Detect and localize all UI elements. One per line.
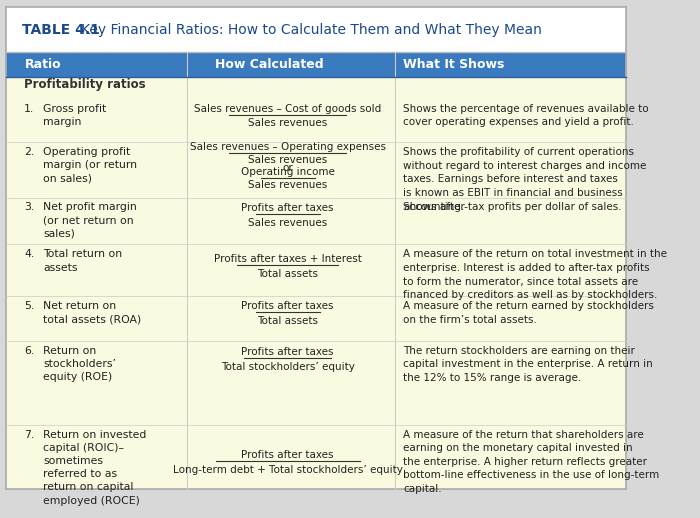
- Text: Profits after taxes + Interest: Profits after taxes + Interest: [214, 254, 362, 264]
- Text: Profits after taxes: Profits after taxes: [241, 347, 334, 357]
- Text: 1.: 1.: [24, 104, 34, 114]
- Text: 7.: 7.: [24, 429, 34, 440]
- Text: Return on invested
capital (ROIC)–
sometimes
referred to as
return on capital
em: Return on invested capital (ROIC)– somet…: [43, 429, 146, 506]
- Text: Sales revenues – Cost of goods sold: Sales revenues – Cost of goods sold: [194, 104, 382, 113]
- FancyBboxPatch shape: [6, 7, 626, 52]
- Text: Return on
stockholders’
equity (ROE): Return on stockholders’ equity (ROE): [43, 346, 116, 382]
- Text: Key Financial Ratios: How to Calculate Them and What They Mean: Key Financial Ratios: How to Calculate T…: [68, 23, 542, 37]
- Text: Net profit margin
(or net return on
sales): Net profit margin (or net return on sale…: [43, 203, 136, 239]
- Text: Long-term debt + Total stockholders’ equity: Long-term debt + Total stockholders’ equ…: [173, 465, 402, 474]
- Text: TABLE 4.1: TABLE 4.1: [22, 23, 100, 37]
- Text: Shows the profitability of current operations
without regard to interest charges: Shows the profitability of current opera…: [403, 147, 647, 211]
- Text: Gross profit
margin: Gross profit margin: [43, 104, 106, 127]
- Text: Operating income: Operating income: [241, 167, 335, 177]
- Text: 5.: 5.: [24, 301, 34, 311]
- Text: A measure of the return on total investment in the
enterprise. Interest is added: A measure of the return on total investm…: [403, 249, 668, 300]
- Text: Total assets: Total assets: [257, 269, 318, 279]
- Text: Shows the percentage of revenues available to
cover operating expenses and yield: Shows the percentage of revenues availab…: [403, 104, 649, 127]
- Text: How Calculated: How Calculated: [215, 57, 323, 70]
- Text: Sales revenues – Operating expenses: Sales revenues – Operating expenses: [190, 142, 386, 152]
- Text: Total stockholders’ equity: Total stockholders’ equity: [220, 362, 355, 372]
- Text: 3.: 3.: [24, 203, 34, 212]
- Text: Shows after-tax profits per dollar of sales.: Shows after-tax profits per dollar of sa…: [403, 203, 622, 212]
- FancyBboxPatch shape: [6, 52, 626, 489]
- Text: Profitability ratios: Profitability ratios: [24, 78, 146, 92]
- FancyBboxPatch shape: [6, 52, 626, 77]
- Text: Profits after taxes: Profits after taxes: [241, 450, 334, 460]
- Text: Sales revenues: Sales revenues: [248, 154, 328, 165]
- Text: Operating profit
margin (or return
on sales): Operating profit margin (or return on sa…: [43, 147, 137, 183]
- Text: A measure of the return earned by stockholders
on the firm’s total assets.: A measure of the return earned by stockh…: [403, 301, 654, 325]
- Text: Sales revenues: Sales revenues: [248, 180, 328, 190]
- Text: Total return on
assets: Total return on assets: [43, 249, 122, 272]
- Text: Total assets: Total assets: [257, 315, 318, 325]
- Text: What It Shows: What It Shows: [403, 57, 505, 70]
- Text: 6.: 6.: [24, 346, 34, 356]
- Text: 2.: 2.: [24, 147, 34, 157]
- Text: 4.: 4.: [24, 249, 34, 260]
- Text: Profits after taxes: Profits after taxes: [241, 203, 334, 213]
- Text: Sales revenues: Sales revenues: [248, 218, 328, 228]
- Text: Profits after taxes: Profits after taxes: [241, 300, 334, 311]
- Text: The return stockholders are earning on their
capital investment in the enterpris: The return stockholders are earning on t…: [403, 346, 653, 383]
- Text: Ratio: Ratio: [25, 57, 62, 70]
- Text: Sales revenues: Sales revenues: [248, 119, 328, 128]
- Text: Net return on
total assets (ROA): Net return on total assets (ROA): [43, 301, 141, 324]
- Text: A measure of the return that shareholders are
earning on the monetary capital in: A measure of the return that shareholder…: [403, 429, 659, 494]
- Text: or: or: [282, 163, 293, 173]
